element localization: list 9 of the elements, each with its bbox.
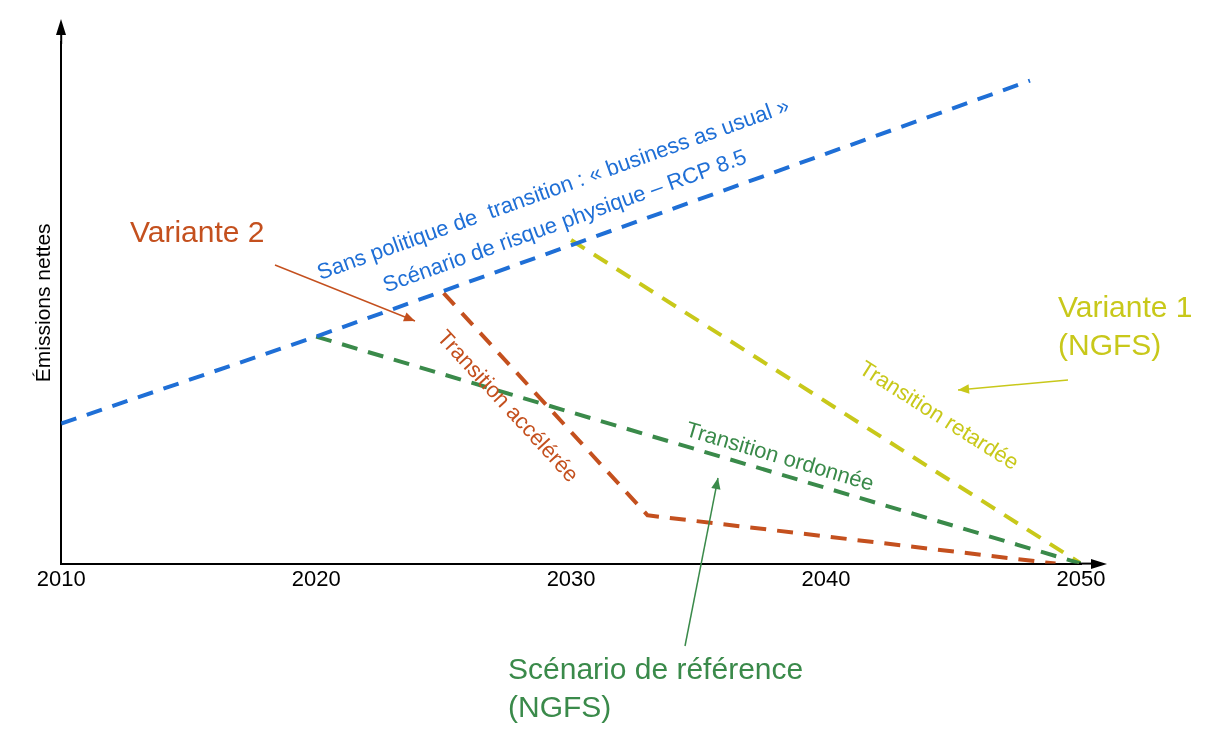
- annotation: Variante 2: [130, 215, 265, 248]
- x-tick-label: 2030: [546, 565, 596, 591]
- x-tick-label: 2020: [291, 565, 341, 591]
- y-axis-title: Émissions nettes: [31, 223, 55, 383]
- annotation: Variante 1 (NGFS): [1058, 289, 1194, 363]
- x-tick-label: 2010: [36, 565, 86, 591]
- text: Scénario de référence (NGFS): [508, 651, 805, 725]
- x-tick-label: 2040: [801, 565, 851, 591]
- x-tick-label: 2050: [1056, 565, 1106, 591]
